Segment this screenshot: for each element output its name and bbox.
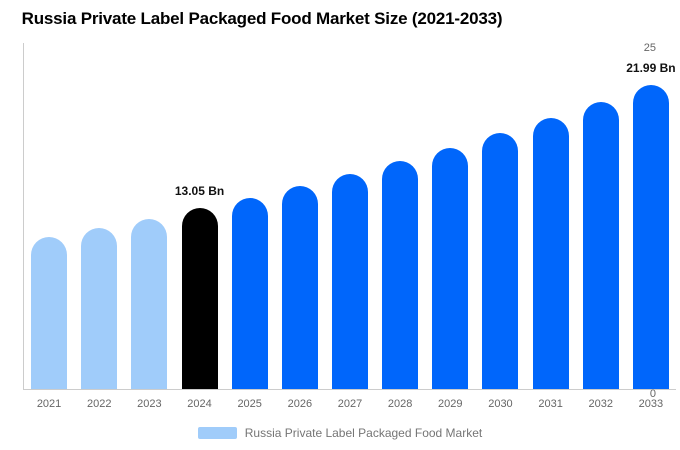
bar-2029[interactable] xyxy=(432,147,469,389)
x-axis-label-2030: 2030 xyxy=(488,398,513,410)
y-axis-line xyxy=(23,43,24,389)
chart-title: Russia Private Label Packaged Food Marke… xyxy=(21,9,503,28)
x-axis-label-2032: 2032 xyxy=(588,398,613,410)
bar-2028[interactable] xyxy=(382,161,419,389)
value-label-2033: 21.99 Bn xyxy=(626,60,676,75)
bar-2031[interactable] xyxy=(532,118,569,389)
x-axis-label-2031: 2031 xyxy=(538,398,563,410)
legend[interactable]: Russia Private Label Packaged Food Marke… xyxy=(0,426,680,440)
legend-swatch xyxy=(197,427,237,439)
bar-2025[interactable] xyxy=(231,197,268,389)
x-axis-label-2029: 2029 xyxy=(438,398,463,410)
legend-label: Russia Private Label Packaged Food Marke… xyxy=(244,426,483,440)
bar-2022[interactable] xyxy=(81,228,118,389)
x-axis-label-2024: 2024 xyxy=(187,398,212,410)
bar-2024[interactable] xyxy=(181,208,218,389)
bar-2023[interactable] xyxy=(131,218,168,389)
bar-2033[interactable] xyxy=(632,84,669,389)
x-axis-label-2022: 2022 xyxy=(86,398,112,410)
bar-2032[interactable] xyxy=(582,101,619,389)
bar-2030[interactable] xyxy=(482,133,519,389)
x-axis-label-2021: 2021 xyxy=(36,398,62,410)
bar-2027[interactable] xyxy=(332,174,368,389)
value-label-2024: 13.05 Bn xyxy=(174,184,225,199)
x-axis-label-2027: 2027 xyxy=(337,398,363,410)
bar-2021[interactable] xyxy=(31,237,68,389)
x-axis-label-2025: 2025 xyxy=(237,398,262,410)
x-axis-label-2028: 2028 xyxy=(387,398,413,410)
x-axis-label-2033: 2033 xyxy=(638,398,664,410)
x-axis-label-2026: 2026 xyxy=(287,398,313,410)
bar-2026[interactable] xyxy=(281,186,318,389)
x-axis-line xyxy=(23,389,676,390)
x-axis-label-2023: 2023 xyxy=(137,398,162,410)
